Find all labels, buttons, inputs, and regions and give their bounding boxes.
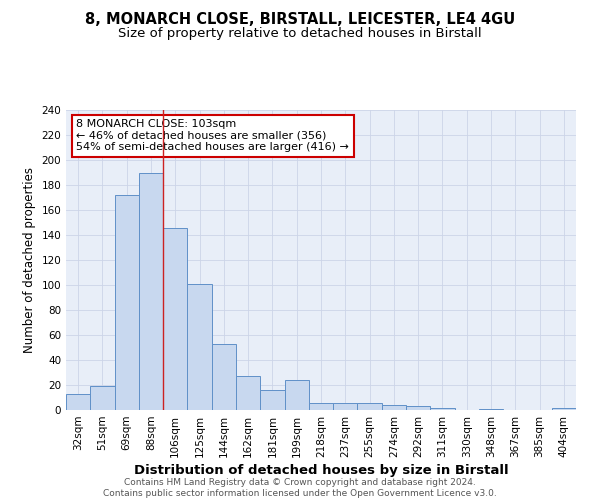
Bar: [333, 402, 358, 410]
Bar: [406, 406, 430, 410]
Bar: [187, 284, 212, 410]
Bar: [479, 409, 503, 410]
Bar: [212, 344, 236, 410]
Text: 8 MONARCH CLOSE: 103sqm
← 46% of detached houses are smaller (356)
54% of semi-d: 8 MONARCH CLOSE: 103sqm ← 46% of detache…: [76, 119, 349, 152]
Bar: [66, 394, 90, 410]
Bar: [430, 408, 455, 410]
Bar: [552, 408, 576, 410]
Bar: [358, 402, 382, 410]
X-axis label: Distribution of detached houses by size in Birstall: Distribution of detached houses by size …: [134, 464, 508, 477]
Bar: [115, 195, 139, 410]
Bar: [139, 172, 163, 410]
Text: Contains HM Land Registry data © Crown copyright and database right 2024.
Contai: Contains HM Land Registry data © Crown c…: [103, 478, 497, 498]
Text: 8, MONARCH CLOSE, BIRSTALL, LEICESTER, LE4 4GU: 8, MONARCH CLOSE, BIRSTALL, LEICESTER, L…: [85, 12, 515, 28]
Bar: [236, 376, 260, 410]
Bar: [382, 405, 406, 410]
Bar: [260, 390, 284, 410]
Y-axis label: Number of detached properties: Number of detached properties: [23, 167, 36, 353]
Bar: [90, 386, 115, 410]
Text: Size of property relative to detached houses in Birstall: Size of property relative to detached ho…: [118, 28, 482, 40]
Bar: [309, 402, 333, 410]
Bar: [284, 380, 309, 410]
Bar: [163, 228, 187, 410]
